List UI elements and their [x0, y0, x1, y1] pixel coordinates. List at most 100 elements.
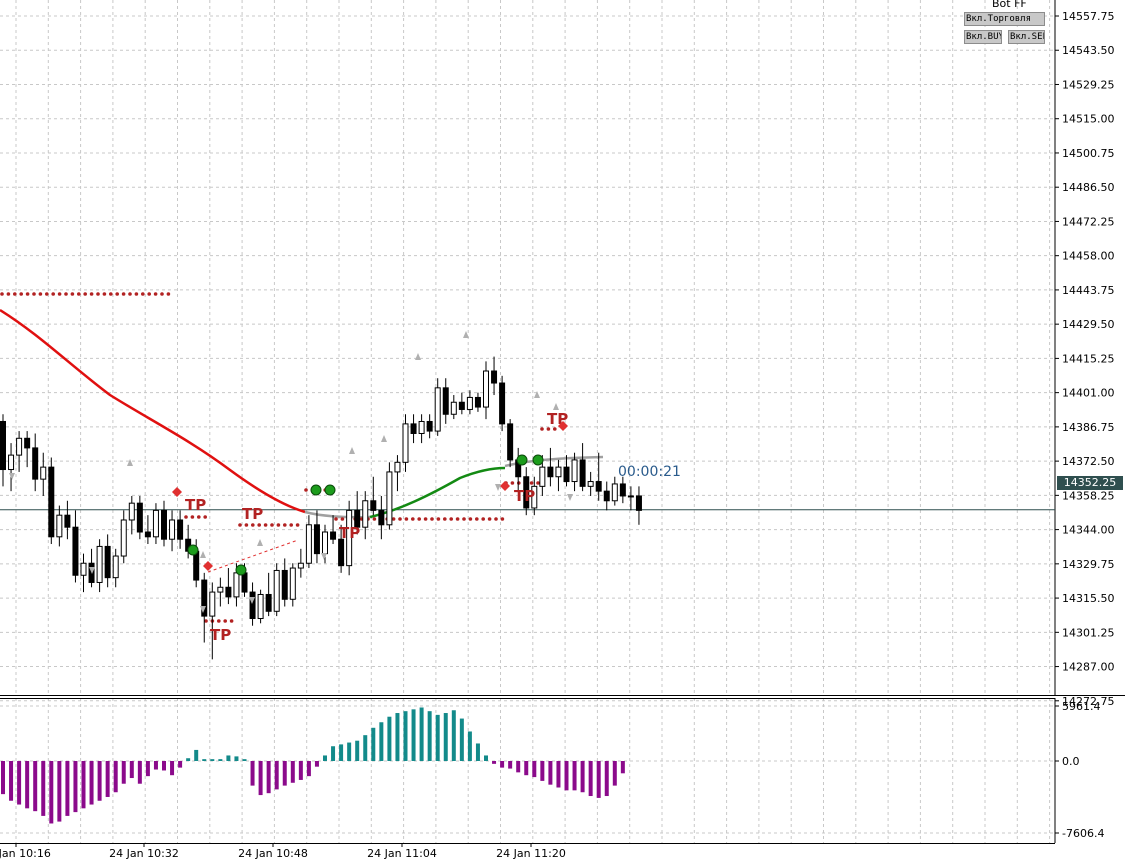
bear-candle: [499, 382, 506, 425]
hist-bar-negative: [556, 761, 561, 788]
bear-candle: [563, 466, 570, 483]
hist-bar-positive: [403, 711, 408, 761]
hist-bar-negative: [57, 761, 62, 822]
time-axis-labels: 24 Jan 10:16 24 Jan 10:32 24 Jan 10:48 24 J…: [0, 847, 566, 860]
tp-level-dot: [203, 515, 207, 519]
hist-bar-positive: [323, 755, 327, 761]
hist-bar-negative: [49, 761, 54, 824]
hist-bar-negative: [113, 761, 118, 793]
fractal-down-icon: [495, 484, 501, 491]
fractal-up-icon: [553, 403, 559, 410]
bull-candle: [434, 387, 441, 432]
tp-level-dot: [160, 292, 164, 296]
tp-level-dot: [223, 619, 227, 623]
bot-name-label: Bot FF: [992, 0, 1027, 10]
bull-candle: [362, 500, 369, 528]
bear-candle: [603, 490, 610, 502]
y-tick-label: 14358.25: [1062, 489, 1115, 502]
hist-bar-negative: [9, 761, 14, 801]
buy-toggle-button[interactable]: Вкл.BUY: [964, 30, 1002, 44]
hist-bar-positive: [363, 735, 368, 761]
bear-candle: [442, 387, 449, 415]
sell-toggle-button[interactable]: Вкл.SELL: [1008, 30, 1045, 44]
price-axis-labels: 14557.75 14543.50 14529.25 14515.00 14500.75…: [1062, 10, 1115, 708]
trading-toggle-button[interactable]: Вкл.Торговля: [964, 12, 1045, 26]
fractal-up-icon: [257, 539, 263, 546]
hist-bar-negative: [572, 761, 577, 791]
hist-bar-positive: [484, 755, 488, 761]
tp-level-dot: [115, 292, 119, 296]
hist-bar-negative: [162, 761, 166, 771]
tp-level-dot: [38, 292, 43, 296]
tp-level-dot: [263, 523, 268, 527]
x-tick-label: 24 Jan 10:48: [238, 847, 308, 860]
bear-candle: [281, 569, 288, 600]
tp-level-dot: [184, 515, 188, 519]
fractal-up-icon: [349, 447, 355, 454]
bull-candle: [209, 591, 216, 617]
tp-level-dot: [153, 292, 158, 296]
bear-candle: [249, 591, 256, 620]
hist-bar-negative: [97, 761, 102, 801]
bear-candle: [201, 579, 208, 617]
hist-bar-negative: [500, 761, 505, 768]
hist-bar-negative: [612, 761, 617, 786]
tp-level-dot: [77, 292, 81, 296]
bear-candle: [370, 500, 377, 511]
hist-bar-negative: [17, 761, 22, 805]
bull-candle: [112, 555, 119, 579]
bear-candle: [378, 509, 385, 526]
tp-level-dot: [468, 517, 473, 521]
y-tick-label: 14529.25: [1062, 78, 1115, 91]
y-tick-label: 14315.50: [1062, 592, 1115, 605]
bull-candle: [217, 586, 224, 593]
bull-candle: [128, 502, 135, 521]
hist-bar-negative: [620, 761, 625, 774]
y-tick-label: 14287.00: [1062, 661, 1115, 674]
hist-bar-negative: [65, 761, 70, 816]
bear-candle: [265, 593, 272, 612]
tp-level-dot: [45, 292, 49, 296]
exit-marker: [172, 487, 182, 497]
y-tick-label: 14329.75: [1062, 558, 1115, 571]
hist-bar-negative: [73, 761, 78, 813]
hist-bar-negative: [306, 761, 311, 777]
bull-candle: [571, 459, 578, 483]
tp-level-dot: [487, 517, 492, 521]
bull-candle: [555, 466, 562, 478]
bull-candle: [297, 562, 304, 569]
hist-bar-negative: [604, 761, 609, 797]
fractal-up-icon: [381, 435, 387, 442]
tp-level-dot: [449, 517, 454, 521]
y-tick-label: 14500.75: [1062, 147, 1115, 160]
tp-level-dot: [529, 481, 534, 485]
hist-bar-negative: [314, 761, 319, 767]
bull-candle: [152, 509, 159, 538]
bull-candle: [450, 401, 457, 415]
hist-bar-negative: [282, 761, 287, 786]
tp-level-dot: [372, 517, 377, 521]
tp-level-dot: [540, 427, 544, 431]
hist-bar-negative: [178, 761, 183, 768]
x-tick-label: 24 Jan 10:32: [109, 847, 179, 860]
tp-level-dot: [190, 515, 195, 519]
tp-level-dot: [553, 427, 557, 431]
bear-candle: [32, 447, 39, 480]
bear-candle: [48, 466, 55, 538]
fractal-up-icon: [415, 353, 421, 360]
exit-marker: [558, 421, 568, 431]
y-tick-label: 14472.25: [1062, 215, 1115, 228]
y-tick-label: 14401.00: [1062, 387, 1115, 400]
entry-marker: [324, 484, 336, 496]
grid-main: [0, 0, 1055, 702]
hist-bar-negative: [25, 761, 30, 809]
bull-candle: [169, 519, 176, 540]
hist-bar-negative: [290, 761, 295, 783]
tp-level-dot: [204, 619, 208, 623]
tp-marker: TP: [185, 496, 206, 514]
tp-level-dot: [517, 481, 521, 485]
y-tick-label: 14386.75: [1062, 421, 1115, 434]
tp-level-dot: [217, 619, 221, 623]
